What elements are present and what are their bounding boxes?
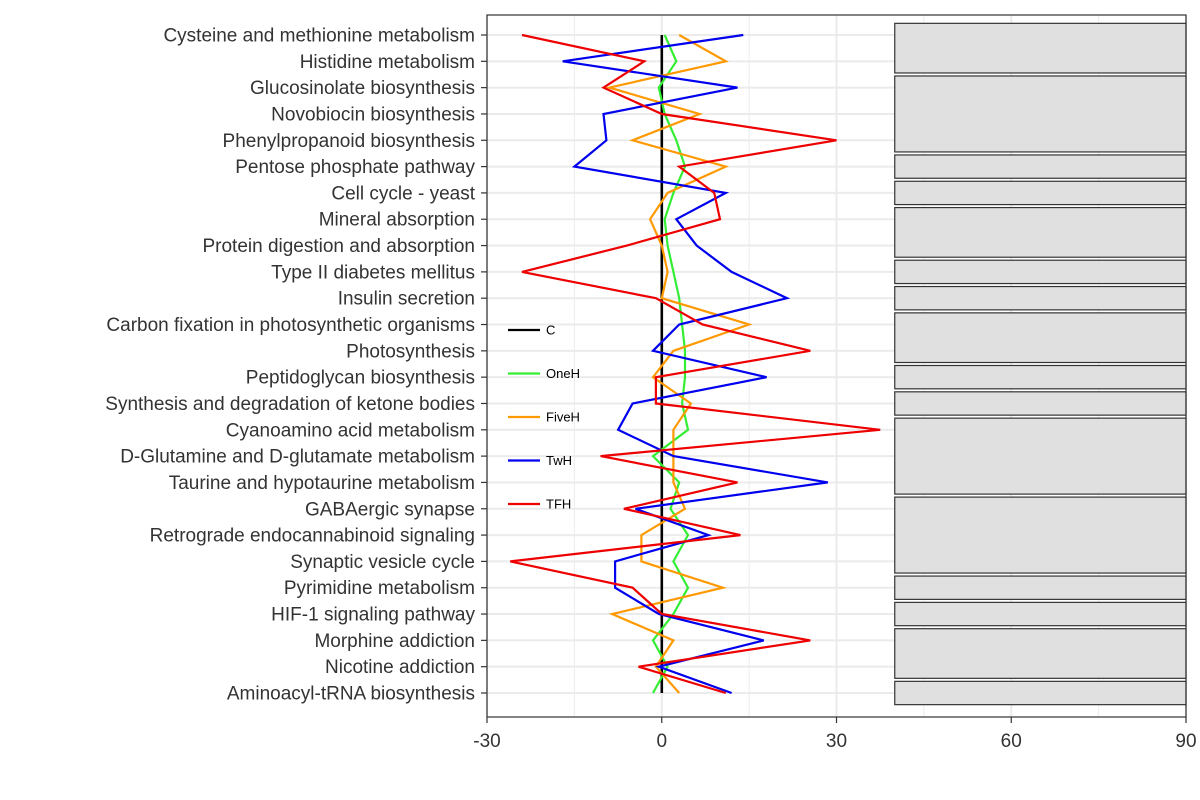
legend-label-c: C bbox=[546, 323, 555, 338]
y-tick-label: Carbon fixation in photosynthetic organi… bbox=[106, 315, 475, 336]
x-tick-label: -30 bbox=[473, 731, 500, 752]
x-tick-label: 0 bbox=[656, 731, 667, 752]
category-strip bbox=[894, 180, 1187, 206]
category-strip bbox=[894, 154, 1187, 179]
y-tick-label: Synthesis and degradation of ketone bodi… bbox=[105, 394, 475, 415]
y-tick-label: GABAergic synapse bbox=[305, 499, 475, 520]
category-strip bbox=[894, 575, 1187, 600]
x-tick-label: 30 bbox=[826, 731, 847, 752]
category-strip bbox=[894, 206, 1187, 258]
y-tick-label: Taurine and hypotaurine metabolism bbox=[169, 473, 475, 494]
legend-label-oneh: OneH bbox=[546, 366, 580, 381]
legend-label-fiveh: FiveH bbox=[546, 410, 580, 425]
y-tick-label: Glucosinolate biosynthesis bbox=[250, 78, 475, 99]
category-strip bbox=[894, 628, 1187, 679]
x-tick-label: 90 bbox=[1175, 731, 1196, 752]
y-tick-label: Novobiocin biosynthesis bbox=[271, 104, 475, 125]
y-tick-label: Retrograde endocannabinoid signaling bbox=[150, 526, 475, 547]
y-tick-label: Cyanoamino acid metabolism bbox=[226, 420, 475, 441]
series-line-tfh bbox=[510, 33, 881, 695]
category-strip bbox=[894, 285, 1187, 311]
category-strip bbox=[894, 22, 1187, 74]
legend-label-tfh: TFH bbox=[546, 497, 571, 512]
category-strip bbox=[894, 312, 1187, 364]
y-tick-label: Aminoacyl-tRNA biosynthesis bbox=[227, 684, 475, 705]
category-strip bbox=[894, 417, 1187, 495]
y-tick-label: Histidine metabolism bbox=[300, 52, 475, 73]
y-tick-label: Pyrimidine metabolism bbox=[284, 578, 475, 599]
category-strip bbox=[894, 75, 1187, 153]
y-tick-label: Synaptic vesicle cycle bbox=[290, 552, 475, 573]
series-line-oneh bbox=[651, 34, 690, 694]
series-lines bbox=[510, 33, 881, 695]
y-tick-label: Morphine addiction bbox=[314, 631, 475, 652]
series-line-fiveh bbox=[604, 34, 753, 694]
y-tick-label: HIF-1 signaling pathway bbox=[271, 605, 475, 626]
y-tick-label: Protein digestion and absorption bbox=[202, 236, 475, 257]
y-tick-label: Mineral absorption bbox=[319, 210, 475, 231]
category-strip bbox=[894, 496, 1187, 574]
axes: Cysteine and methionine metabolism Histid… bbox=[105, 14, 1197, 752]
y-tick-label: Peptidoglycan biosynthesis bbox=[246, 368, 475, 389]
y-tick-label: Insulin secretion bbox=[338, 289, 475, 310]
y-tick-label: Type II diabetes mellitus bbox=[271, 262, 475, 283]
y-tick-label: Cysteine and methionine metabolism bbox=[163, 26, 475, 47]
y-tick-label: Phenylpropanoid biosynthesis bbox=[223, 131, 475, 152]
category-strip bbox=[894, 680, 1187, 706]
category-strip bbox=[894, 601, 1187, 627]
y-tick-label: D-Glutamine and D-glutamate metabolism bbox=[120, 447, 475, 468]
category-strip bbox=[894, 391, 1187, 416]
y-tick-label: Cell cycle - yeast bbox=[331, 183, 475, 204]
category-strips bbox=[894, 22, 1187, 706]
category-strip bbox=[894, 259, 1187, 285]
legend: C OneH FiveH TwH TFH bbox=[508, 323, 580, 512]
y-tick-label: Photosynthesis bbox=[346, 341, 475, 362]
x-tick-label: 60 bbox=[1001, 731, 1022, 752]
legend-label-twh: TwH bbox=[546, 453, 572, 468]
y-tick-label: Nicotine addiction bbox=[325, 657, 475, 678]
y-tick-label: Pentose phosphate pathway bbox=[235, 157, 475, 178]
category-strip bbox=[894, 364, 1187, 390]
